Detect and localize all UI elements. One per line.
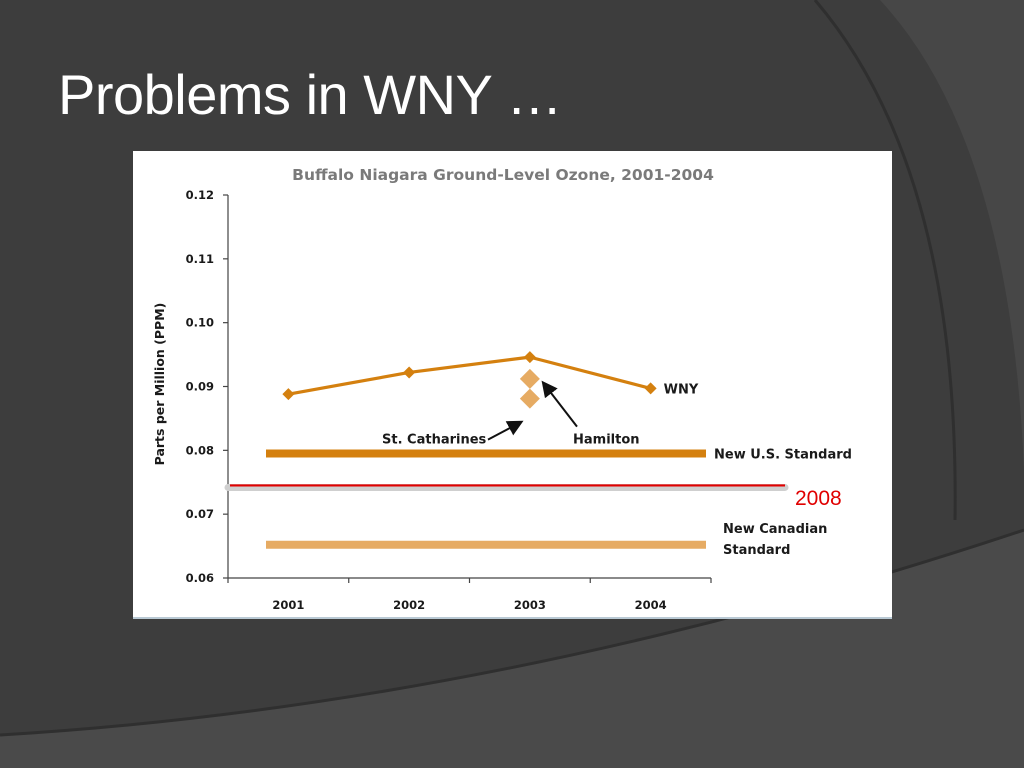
y-tick-label: 0.11 bbox=[186, 252, 214, 266]
wny-point bbox=[523, 351, 536, 364]
y-tick-label: 0.09 bbox=[186, 380, 214, 394]
st-catharines-arrow bbox=[487, 420, 524, 441]
annotation-2008-label: 2008 bbox=[795, 487, 842, 510]
ozone-chart: Buffalo Niagara Ground-Level Ozone, 2001… bbox=[152, 166, 852, 612]
y-axis-ticks: 0.06 0.07 0.08 0.09 0.10 0.11 0.12 bbox=[186, 188, 228, 585]
wny-point bbox=[644, 382, 657, 395]
hamilton-arrow bbox=[541, 380, 578, 428]
point-callouts: St. Catharines Hamilton bbox=[382, 380, 640, 448]
chart-title: Buffalo Niagara Ground-Level Ozone, 2001… bbox=[292, 166, 714, 184]
wny-series-line bbox=[288, 355, 652, 396]
canadian-standard-label-line1: New Canadian bbox=[723, 522, 827, 537]
canadian-standard-label-line2: Standard bbox=[723, 543, 790, 558]
hamilton-point bbox=[519, 368, 540, 389]
wny-series-label: WNY bbox=[664, 382, 699, 397]
x-tick-label: 2003 bbox=[514, 598, 546, 612]
y-tick-label: 0.06 bbox=[186, 571, 214, 585]
y-tick-label: 0.07 bbox=[186, 507, 214, 521]
series-marks: WNY bbox=[282, 351, 699, 409]
chart-card: Buffalo Niagara Ground-Level Ozone, 2001… bbox=[133, 151, 892, 619]
reference-lines: New U.S. Standard New Canadian Standard bbox=[224, 448, 852, 558]
y-axis-label: Parts per Million (PPM) bbox=[152, 303, 167, 466]
x-tick-label: 2001 bbox=[272, 598, 304, 612]
y-tick-label: 0.08 bbox=[186, 443, 214, 457]
x-tick-label: 2004 bbox=[635, 598, 667, 612]
x-axis-ticks: 2001 2002 2003 2004 bbox=[227, 578, 712, 612]
hamilton-label: Hamilton bbox=[573, 433, 640, 448]
y-tick-label: 0.12 bbox=[186, 188, 214, 202]
y-tick-label: 0.10 bbox=[186, 316, 214, 330]
us-standard-label: New U.S. Standard bbox=[714, 448, 852, 463]
wny-point bbox=[403, 366, 416, 379]
slide-title: Problems in WNY … bbox=[58, 63, 562, 126]
st-catharines-label: St. Catharines bbox=[382, 433, 487, 448]
wny-point bbox=[282, 388, 295, 401]
x-tick-label: 2002 bbox=[393, 598, 425, 612]
st-catharines-point bbox=[519, 388, 540, 409]
